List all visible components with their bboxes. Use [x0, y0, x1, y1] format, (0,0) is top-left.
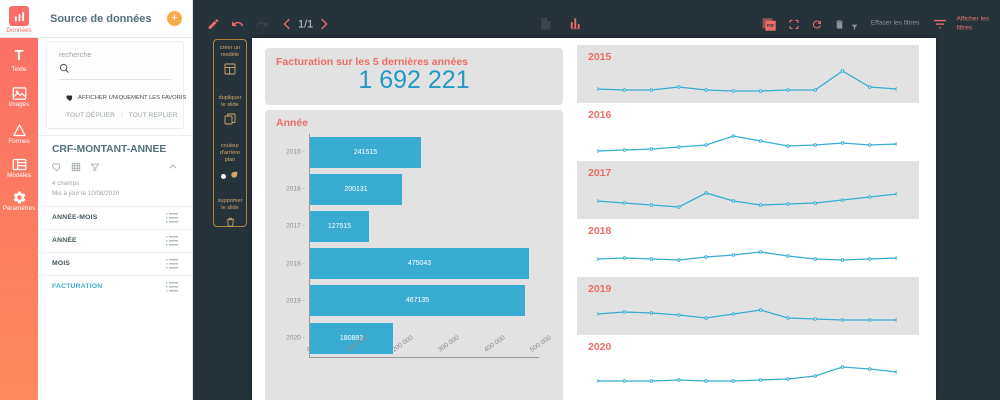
svg-text:PDF: PDF	[767, 23, 775, 28]
